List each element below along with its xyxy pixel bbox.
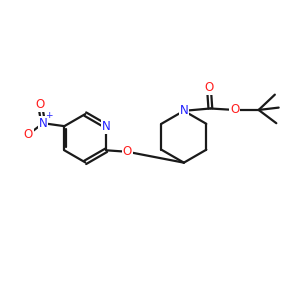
- Text: N: N: [39, 117, 47, 130]
- Text: O: O: [230, 103, 239, 116]
- Text: O: O: [123, 145, 132, 158]
- Text: N: N: [179, 104, 188, 117]
- Text: +: +: [45, 111, 52, 120]
- Text: O: O: [24, 128, 33, 141]
- Text: O: O: [35, 98, 45, 111]
- Text: O: O: [204, 81, 214, 94]
- Text: N: N: [102, 120, 110, 133]
